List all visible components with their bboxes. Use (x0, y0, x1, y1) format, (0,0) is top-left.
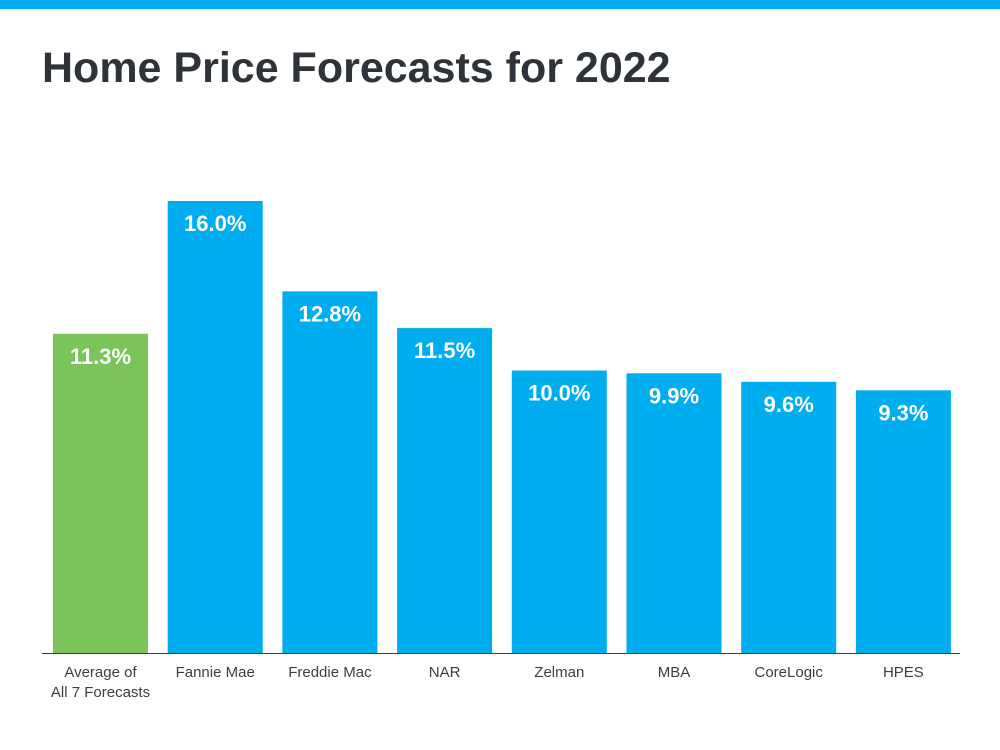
data-label-7: 9.3% (878, 400, 928, 425)
data-label-0: 11.3% (70, 344, 131, 369)
category-label-4: Zelman (534, 664, 584, 681)
data-label-1: 16.0% (184, 211, 246, 236)
bar-0 (53, 333, 148, 653)
category-label-0: Average of All 7 Forecasts (51, 664, 150, 701)
category-label-1: Fannie Mae (176, 664, 255, 681)
top-accent-bar (0, 0, 1000, 9)
category-label-3: NAR (429, 664, 461, 681)
bar-2 (282, 291, 378, 653)
category-label-5: MBA (658, 664, 691, 681)
category-label-6: CoreLogic (755, 664, 824, 681)
category-labels-group: Average of All 7 Forecasts Fannie Mae Fredd… (51, 664, 924, 701)
bar-1 (167, 201, 263, 653)
chart-title: Home Price Forecasts for 2022 (42, 44, 671, 92)
category-label-7: HPES (883, 664, 924, 681)
category-label-2: Freddie Mac (288, 664, 372, 681)
bar-5 (626, 373, 722, 653)
data-label-2: 12.8% (299, 301, 361, 326)
data-label-6: 9.6% (764, 392, 814, 417)
data-label-4: 10.0% (528, 381, 590, 406)
bar-4 (511, 370, 607, 653)
bar-3 (397, 328, 493, 653)
data-label-3: 11.5% (414, 338, 475, 363)
data-label-5: 9.9% (649, 383, 699, 408)
bar-7 (855, 390, 951, 653)
bars-group: 11.3% 16.0% 12.8% 11.5% 10.0% 9.9% 9.6% 9.3% (53, 201, 951, 653)
bar-6 (741, 381, 837, 653)
